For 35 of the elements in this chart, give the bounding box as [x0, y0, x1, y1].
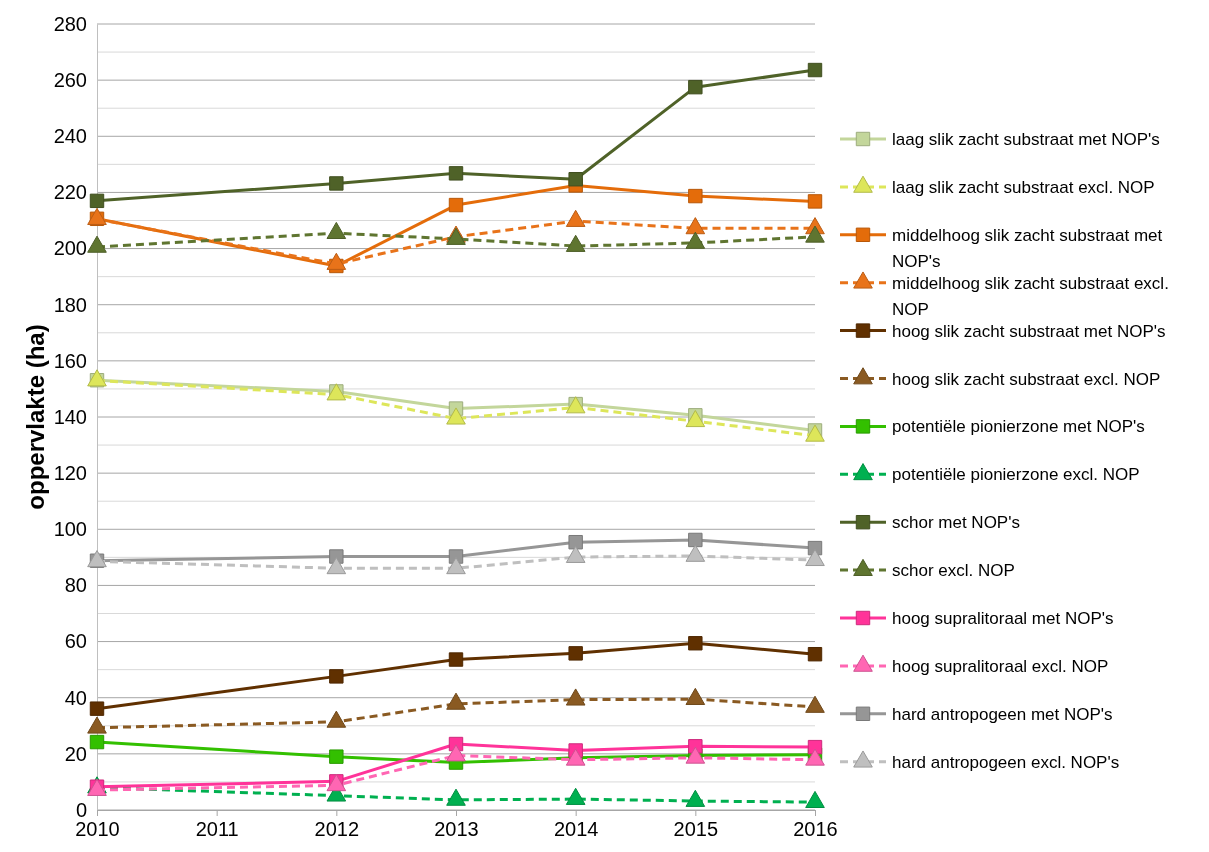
y-tick-label: 260 — [53, 69, 87, 92]
y-tick-label: 180 — [53, 293, 87, 316]
x-tick-label: 2012 — [314, 818, 360, 841]
y-tick-label: 140 — [53, 405, 87, 428]
y-tick-label: 240 — [53, 125, 87, 148]
y-tick-label: 280 — [53, 12, 87, 35]
y-tick-label: 100 — [53, 518, 87, 541]
x-tick-label: 2011 — [195, 818, 239, 841]
legend-label: potentiële pionierzone met NOP's — [892, 417, 1145, 437]
legend-label: hoog slik zacht substraat excl. NOP — [892, 369, 1161, 389]
legend-label: hard antropogeen excl. NOP's — [892, 752, 1120, 772]
y-tick-label: 40 — [64, 686, 87, 709]
x-tick-label: 2014 — [553, 818, 599, 841]
y-tick-label: 220 — [53, 181, 87, 204]
y-tick-label: 0 — [75, 798, 87, 821]
y-tick-label: 120 — [53, 462, 87, 485]
legend-label: laag slik zacht substraat excl. NOP — [892, 177, 1155, 197]
legend-label: schor excl. NOP — [892, 561, 1015, 581]
legend-label: hoog supralitoraal met NOP's — [892, 609, 1114, 628]
x-tick-label: 2013 — [434, 818, 479, 841]
x-tick-label: 2016 — [793, 818, 838, 841]
x-tick-label: 2015 — [673, 818, 719, 841]
legend-label: potentiële pionierzone excl. NOP — [892, 465, 1140, 485]
legend-label: laag slik zacht substraat met NOP's — [892, 130, 1160, 149]
y-tick-label: 200 — [53, 237, 87, 260]
legend-label: schor met NOP's — [892, 513, 1020, 533]
x-tick-label: 2010 — [75, 818, 120, 841]
legend-label: hard antropogeen met NOP's — [892, 704, 1113, 724]
y-tick-label: 20 — [64, 742, 87, 765]
y-tick-label: 80 — [64, 574, 87, 597]
legend-label: hoog supralitoraal excl. NOP — [892, 656, 1109, 676]
legend-label: hoog slik zacht substraat met NOP's — [892, 321, 1166, 341]
y-axis-title: oppervlakte (ha) — [22, 324, 49, 510]
y-tick-label: 60 — [64, 630, 87, 653]
y-tick-label: 160 — [53, 349, 87, 372]
